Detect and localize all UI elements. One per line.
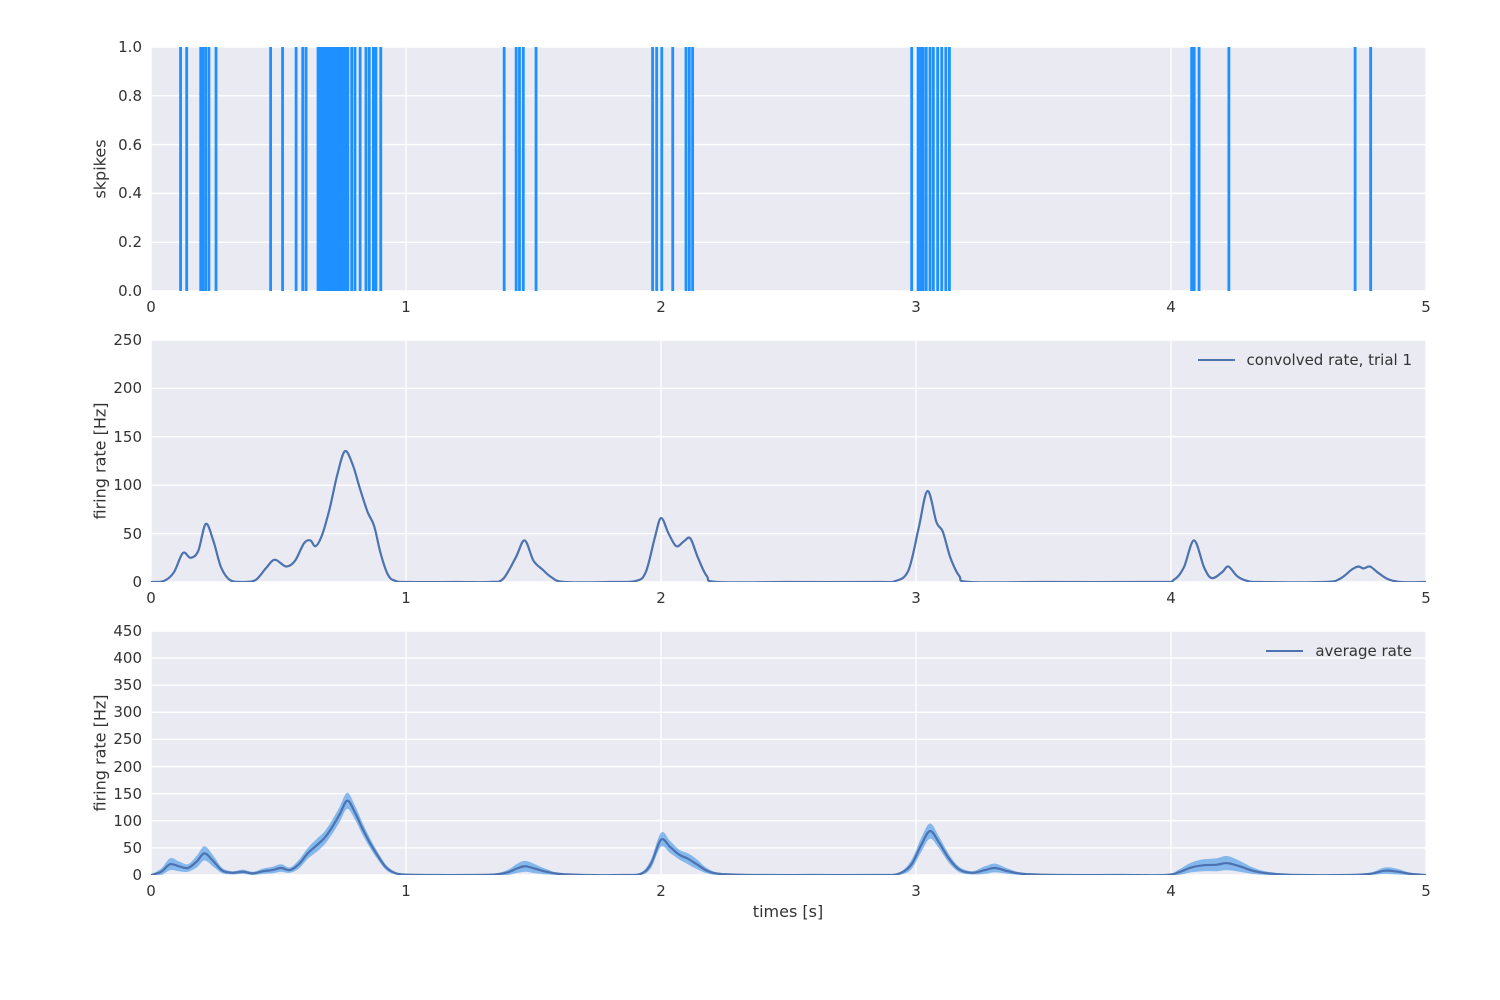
y-tick-label: 50 [122,524,142,543]
average-rate-plot: average rate [151,631,1426,875]
y-tick-label: 0.2 [118,233,142,252]
legend-convolved-rate: convolved rate, trial 1 [1197,351,1412,369]
x-tick-label: 1 [401,298,411,316]
x-tick-label: 2 [656,298,666,316]
y-tick-label: 0.6 [118,135,142,154]
x-tick-label: 0 [146,882,156,900]
spike-raster-plot [151,47,1426,291]
legend-label: average rate [1315,642,1412,660]
y-axis-label-average-rate: firing rate [Hz] [90,694,110,812]
x-tick-label: 0 [146,298,156,316]
y-tick-label: 300 [113,703,142,722]
x-axis-label: times [s] [752,902,824,921]
x-tick-label: 2 [656,589,666,607]
y-tick-label: 150 [113,784,142,803]
x-tick-label: 1 [401,882,411,900]
y-tick-label: 100 [113,476,142,495]
x-tick-label: 1 [401,589,411,607]
y-tick-label: 1.0 [118,38,142,56]
y-tick-label: 350 [113,676,142,695]
spike-raster-canvas [151,47,1426,291]
legend-line-sample [1197,359,1235,361]
convolved-rate-plot: convolved rate, trial 1 [151,340,1426,582]
y-tick-label: 250 [113,331,142,349]
legend-average-rate: average rate [1266,642,1412,660]
y-tick-label: 50 [122,838,142,857]
y-tick-label: 0 [132,866,142,884]
x-tick-label: 4 [1166,298,1176,316]
average-rate-canvas [151,631,1426,875]
legend-line-sample [1266,650,1304,652]
y-tick-label: 200 [113,379,142,398]
y-tick-label: 100 [113,811,142,830]
x-tick-label: 4 [1166,589,1176,607]
x-tick-label: 2 [656,882,666,900]
y-tick-label: 0.0 [118,282,142,300]
legend-label: convolved rate, trial 1 [1246,351,1412,369]
y-tick-label: 0 [132,573,142,591]
y-tick-label: 250 [113,730,142,749]
y-axis-label-spikes: skpikes [90,139,110,199]
y-axis-label-convolved-rate: firing rate [Hz] [90,402,110,520]
y-tick-label: 150 [113,427,142,446]
x-tick-label: 3 [911,589,921,607]
y-tick-label: 450 [113,622,142,640]
x-tick-label: 4 [1166,882,1176,900]
y-tick-label: 400 [113,649,142,668]
convolved-rate-canvas [151,340,1426,582]
x-tick-label: 5 [1421,882,1431,900]
y-tick-label: 0.8 [118,86,142,105]
x-tick-label: 5 [1421,298,1431,316]
x-tick-label: 0 [146,589,156,607]
y-tick-label: 200 [113,757,142,776]
x-tick-label: 3 [911,298,921,316]
x-tick-label: 5 [1421,589,1431,607]
y-tick-label: 0.4 [118,184,142,203]
x-tick-label: 3 [911,882,921,900]
